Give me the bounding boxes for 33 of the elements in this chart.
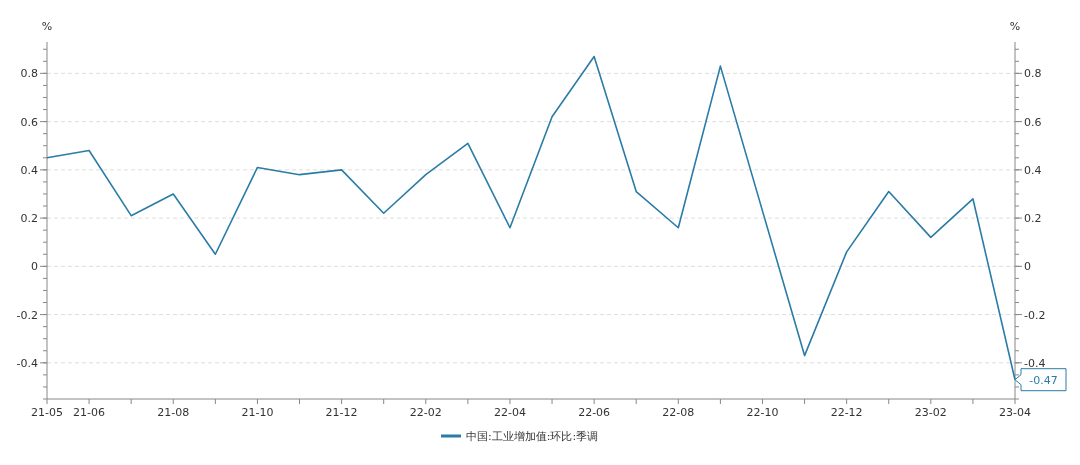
- y-tick-label: 0.4: [20, 163, 38, 177]
- x-tick-label: 21-10: [241, 406, 274, 419]
- x-tick-label: 21-05: [31, 406, 63, 419]
- data-label: -0.47: [1029, 373, 1058, 387]
- y2-tick-label: 0.4: [1024, 163, 1042, 177]
- y2-tick-label: -0.4: [1024, 356, 1046, 370]
- x-tick-label: 23-04: [999, 406, 1031, 419]
- y2-axis-title: %: [1009, 20, 1021, 33]
- y2-tick-label: -0.2: [1024, 308, 1046, 322]
- x-tick-label: 22-06: [578, 406, 611, 419]
- legend-label: 中国:工业增加值:环比:季调: [466, 430, 599, 443]
- x-tick-label: 21-08: [157, 406, 190, 419]
- y2-tick-label: 0.6: [1024, 115, 1042, 129]
- y-tick-label: 0.6: [20, 115, 38, 129]
- x-tick-label: 22-12: [830, 406, 863, 419]
- data-label: -0.47: [1014, 368, 1067, 392]
- x-tick-label: 22-10: [746, 406, 779, 419]
- x-tick-label: 21-12: [325, 406, 358, 419]
- x-tick-label: 23-02: [914, 406, 947, 419]
- x-tick-label: 22-02: [409, 406, 442, 419]
- y-tick-label: 0.2: [20, 212, 38, 226]
- legend: 中国:工业增加值:环比:季调: [441, 430, 599, 443]
- y-tick-label: -0.4: [16, 356, 38, 370]
- x-tick-label: 22-08: [662, 406, 695, 419]
- y2-tick-label: 0.8: [1024, 67, 1042, 81]
- y-tick-label: 0: [31, 260, 38, 274]
- x-tick-label: 21-06: [73, 406, 106, 419]
- x-tick-label: 22-04: [493, 406, 526, 419]
- y2-tick-label: 0.2: [1024, 212, 1042, 226]
- y-axis-title: %: [41, 20, 53, 33]
- y-tick-label: 0.8: [20, 67, 38, 81]
- y2-tick-label: 0: [1024, 260, 1031, 274]
- y-tick-label: -0.2: [16, 308, 38, 322]
